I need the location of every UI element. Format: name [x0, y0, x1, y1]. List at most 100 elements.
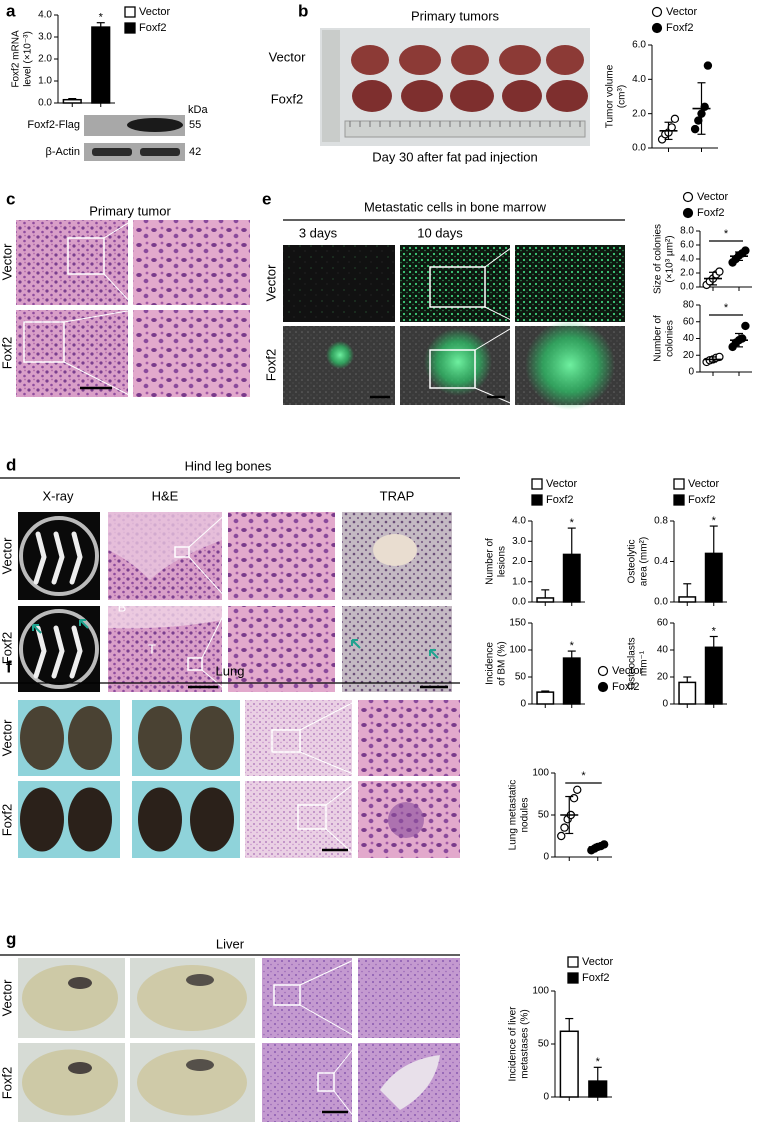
liver: [137, 965, 247, 1031]
y-axis-label: Number of: [653, 315, 664, 362]
zoom-line: [201, 669, 229, 693]
micrograph: [16, 310, 128, 397]
point: [738, 334, 747, 343]
bar: [562, 553, 581, 603]
lung: [68, 787, 112, 852]
ruler: [322, 30, 340, 142]
point: [573, 785, 582, 795]
y-tick-label: 8.0: [680, 226, 694, 237]
legend-label: Foxf2: [666, 22, 694, 34]
panel-label: Vector: [0, 979, 14, 1017]
bar: [562, 657, 581, 705]
y-tick-label: 6.0: [632, 40, 646, 51]
zoom-box: [297, 804, 327, 830]
legend-swatch: [531, 478, 543, 490]
legend-swatch: [597, 681, 609, 693]
bar: [91, 26, 111, 104]
tumor: [546, 45, 584, 75]
zoom-line: [103, 219, 134, 239]
panel-label: Foxf2: [271, 91, 304, 106]
y-tick-label: 60: [657, 618, 669, 629]
zoom-box: [273, 984, 301, 1006]
legend-label: Vector: [582, 956, 614, 968]
bar: [62, 98, 82, 104]
lung: [20, 787, 64, 852]
liver: [22, 1049, 118, 1116]
bar: [704, 646, 723, 705]
fluorescence: [525, 320, 615, 410]
y-tick-label: 100: [532, 986, 549, 997]
y-axis-label: (cm³): [617, 85, 628, 108]
legend-label: Foxf2: [697, 207, 725, 219]
fluorescence: [326, 341, 354, 369]
blot-band: [92, 148, 132, 156]
micrograph: [515, 245, 625, 322]
y-tick-label: 0.8: [654, 516, 668, 527]
significance: *: [99, 12, 104, 24]
zoom-line: [474, 325, 516, 351]
y-tick-label: 20: [683, 350, 695, 361]
zoom-line: [188, 556, 229, 601]
lung: [138, 706, 182, 770]
panel-label: kDa: [188, 104, 208, 116]
y-tick-label: 20: [657, 672, 669, 683]
micrograph: [262, 1043, 352, 1122]
y-tick-label: 2.0: [38, 54, 52, 65]
legend-label: Foxf2: [582, 972, 610, 984]
y-axis-label: metastases (%): [520, 1009, 531, 1078]
lesion: [68, 977, 92, 989]
micrograph: [358, 958, 460, 1038]
y-axis-label: mm⁻¹: [639, 650, 650, 676]
xray-bone: [51, 625, 65, 679]
panel-label: Foxf2: [0, 1067, 14, 1100]
legend-swatch: [567, 956, 579, 968]
significance: *: [581, 770, 586, 782]
panel-label: β-Actin: [46, 146, 80, 158]
tumor: [499, 45, 541, 75]
micrograph: [358, 700, 460, 776]
zoom-line: [484, 244, 516, 268]
panel-label: Vector: [269, 49, 307, 64]
legend-swatch: [597, 665, 609, 677]
y-axis-label: Incidence: [485, 642, 496, 685]
micrograph: [228, 512, 335, 600]
point: [703, 61, 713, 70]
lung: [138, 787, 182, 852]
legend-label: Foxf2: [612, 681, 640, 693]
zoom-line: [333, 1042, 359, 1074]
legend-swatch: [673, 494, 685, 506]
panel-label: 3 days: [299, 225, 338, 240]
panel-label: Lung: [216, 663, 245, 678]
nodule: [388, 802, 424, 838]
y-tick-label: 80: [683, 300, 695, 311]
y-axis-label: Lung metastatic: [508, 780, 519, 851]
y-axis-label: Tumor volume: [605, 64, 616, 128]
bone-region: [108, 512, 222, 580]
legend-label: Vector: [688, 478, 720, 490]
zoom-line: [63, 361, 134, 398]
y-tick-label: 1.0: [38, 76, 52, 87]
y-axis-label: lesions: [497, 546, 508, 577]
panel-label: 42: [189, 146, 201, 158]
legend-label: Foxf2: [139, 22, 167, 34]
zoom-box: [317, 1072, 335, 1092]
bar: [704, 552, 723, 603]
panel-label: TRAP: [380, 488, 415, 503]
y-axis-label: Number of: [485, 538, 496, 585]
y-tick-label: 3.0: [38, 32, 52, 43]
legend-label: Vector: [546, 478, 578, 490]
y-tick-label: 0: [543, 1092, 549, 1103]
significance: *: [712, 625, 717, 637]
y-tick-label: 3.0: [512, 536, 526, 547]
significance: *: [712, 515, 717, 527]
y-axis-label: nodules: [520, 797, 531, 832]
liver: [22, 965, 118, 1031]
bar: [678, 681, 697, 705]
y-tick-label: 150: [509, 618, 526, 629]
y-axis-label: (×10³ µm²): [665, 235, 676, 282]
fluorescence: [424, 328, 492, 396]
y-tick-label: 4.0: [38, 10, 52, 21]
panel-label: 55: [189, 119, 201, 131]
xray-bone: [33, 625, 47, 679]
